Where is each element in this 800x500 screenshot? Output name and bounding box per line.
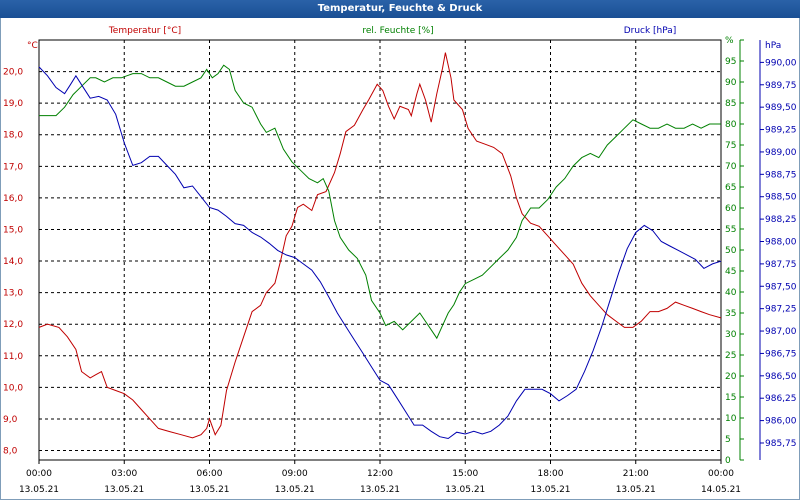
humidity-tick-label: 85 [725, 99, 736, 109]
pressure-tick-label: 986,75 [765, 349, 797, 359]
temperature-tick-label: 17,0 [3, 162, 23, 172]
x-tick-label-date: 13.05.21 [445, 485, 485, 495]
humidity-tick-label: 25 [725, 351, 736, 361]
humidity-tick-label: 0 [725, 456, 731, 466]
tick-labels: 00:00 13.05.21 03:00 13.05.21 06:00 13.05.21 0… [3, 26, 797, 495]
x-tick-label-time: 03:00 [111, 469, 137, 479]
pressure-tick-label: 986,25 [765, 394, 797, 404]
pressure-tick-label: 985,75 [765, 439, 797, 449]
humidity-tick-label: 50 [725, 246, 737, 256]
pressure-tick-label: 988,75 [765, 170, 797, 180]
humidity-tick-label: 55 [725, 225, 736, 235]
pressure-tick-label: 987,75 [765, 260, 797, 270]
x-tick-label-time: 15:00 [452, 469, 478, 479]
pressure-unit-label: hPa [765, 41, 781, 51]
pressure-tick-label: 987,25 [765, 305, 797, 315]
pressure-tick-label: 989,50 [765, 103, 797, 113]
x-tick-label-time: 12:00 [367, 469, 393, 479]
humidity-tick-label: 75 [725, 141, 736, 151]
humidity-tick-label: 15 [725, 393, 736, 403]
pressure-series-line [38, 66, 722, 440]
humidity-tick-label: 30 [725, 330, 737, 340]
temperature-axis-title: Temperatur [°C] [108, 26, 181, 36]
x-tick-label-date: 13.05.21 [360, 485, 400, 495]
x-tick-label-date: 14.05.21 [701, 485, 741, 495]
x-tick-label-date: 13.05.21 [616, 485, 656, 495]
humidity-series-line [39, 64, 721, 340]
x-tick-label-time: 18:00 [538, 469, 564, 479]
pressure-tick-label: 986,50 [765, 372, 797, 382]
humidity-tick-label: 40 [725, 288, 737, 298]
temperature-series-line [38, 52, 722, 439]
pressure-tick-label: 988,00 [765, 237, 797, 247]
x-tick-label-time: 00:00 [708, 469, 734, 479]
humidity-tick-label: 95 [725, 57, 736, 67]
temperature-unit-label: °C [27, 41, 38, 51]
humidity-tick-label: 65 [725, 183, 736, 193]
x-tick-label-date: 13.05.21 [275, 485, 315, 495]
x-tick-label-date: 13.05.21 [104, 485, 144, 495]
humidity-tick-label: 90 [725, 78, 737, 88]
temperature-tick-label: 14,0 [3, 257, 23, 267]
humidity-tick-label: % [725, 36, 734, 46]
humidity-tick-label: 5 [725, 435, 731, 445]
temperature-tick-label: 8,0 [3, 447, 18, 457]
pressure-tick-label: 989,25 [765, 126, 797, 136]
pressure-tick-label: 987,00 [765, 327, 797, 337]
x-tick-label-time: 21:00 [623, 469, 649, 479]
pressure-tick-label: 990,00 [765, 58, 797, 68]
temperature-tick-label: 9,0 [3, 415, 18, 425]
pressure-tick-label: 987,50 [765, 282, 797, 292]
pressure-tick-label: 988,50 [765, 193, 797, 203]
pressure-axis-title: Druck [hPa] [624, 26, 677, 36]
x-tick-label-date: 13.05.21 [189, 485, 229, 495]
pressure-tick-label: 988,25 [765, 215, 797, 225]
humidity-tick-label: 80 [725, 120, 737, 130]
humidity-tick-label: 70 [725, 162, 737, 172]
pressure-tick-label: 989,00 [765, 148, 797, 158]
temperature-tick-label: 12,0 [3, 320, 23, 330]
humidity-tick-label: 10 [725, 414, 737, 424]
temperature-tick-label: 19,0 [3, 99, 23, 109]
temperature-tick-label: 15,0 [3, 225, 23, 235]
humidity-tick-label: 45 [725, 267, 736, 277]
humidity-axis-title: rel. Feuchte [%] [362, 26, 433, 36]
x-tick-label-time: 09:00 [282, 469, 308, 479]
temperature-tick-label: 13,0 [3, 289, 23, 299]
axes [38, 39, 764, 464]
temperature-tick-label: 11,0 [3, 352, 23, 362]
temperature-tick-label: 18,0 [3, 131, 23, 141]
pressure-tick-label: 986,00 [765, 417, 797, 427]
humidity-tick-label: 60 [725, 204, 737, 214]
humidity-tick-label: 20 [725, 372, 737, 382]
humidity-tick-label: 35 [725, 309, 736, 319]
temperature-tick-label: 10,0 [3, 383, 23, 393]
x-tick-label-date: 13.05.21 [19, 485, 59, 495]
x-tick-label-date: 13.05.21 [530, 485, 570, 495]
temperature-tick-label: 16,0 [3, 194, 23, 204]
chart-title: Temperatur, Feuchte & Druck [0, 0, 800, 18]
series-lines [38, 52, 722, 440]
pressure-tick-label: 989,75 [765, 81, 797, 91]
temperature-tick-label: 20,0 [3, 68, 23, 78]
x-tick-label-time: 00:00 [26, 469, 52, 479]
grid-lines [39, 40, 721, 460]
x-tick-label-time: 06:00 [197, 469, 223, 479]
